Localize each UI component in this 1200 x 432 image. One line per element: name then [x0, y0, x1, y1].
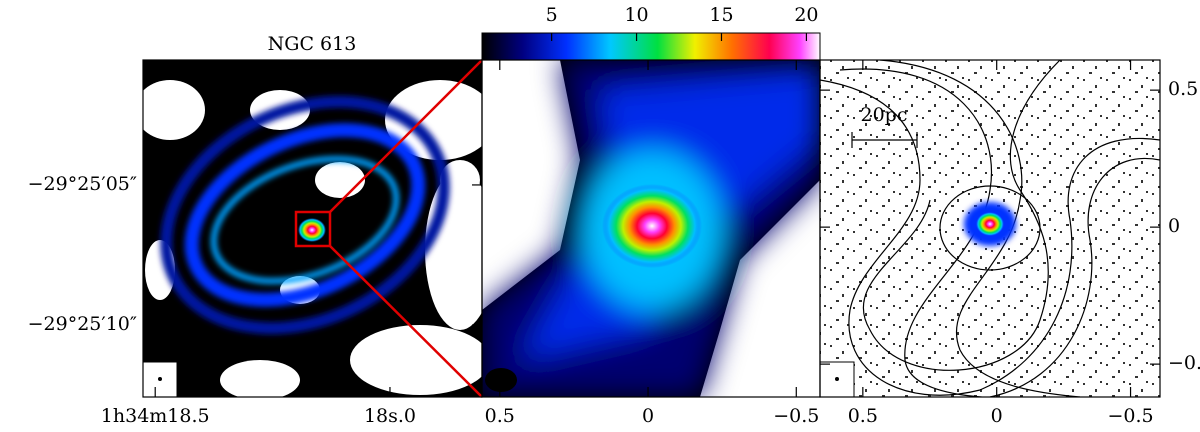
y-tick-label: 0.5 [1168, 78, 1198, 100]
colorbar-tick-label: 10 [624, 4, 648, 26]
zoom-line [329, 59, 483, 213]
x-tick-label: 0 [642, 405, 654, 427]
y-tick-label: −29°25′10″ [28, 313, 137, 335]
y-tick-label: −0.5 [1168, 352, 1200, 374]
panel-frame [819, 59, 1161, 398]
x-tick-label: 18s.0 [364, 405, 416, 427]
colorbar-tick-label: 15 [709, 4, 733, 26]
x-tick-label: 0.5 [485, 405, 515, 427]
panel-1-image [143, 60, 482, 397]
panel-2-image [482, 60, 820, 397]
colorbar [481, 32, 821, 61]
x-tick-label: 0.5 [848, 405, 878, 427]
scale-bar-label: 20pc [861, 104, 908, 126]
x-tick-label: 0 [991, 405, 1003, 427]
x-tick-label: −0.5 [773, 405, 819, 427]
y-tick-label: −29°25′05″ [28, 173, 137, 195]
panel-title: NGC 613 [268, 33, 357, 55]
x-tick-label: 1h34m18.5 [101, 405, 210, 427]
panel-3-image [820, 60, 1160, 397]
y-tick-label: 0 [1168, 215, 1180, 237]
colorbar-tick-label: 20 [794, 4, 818, 26]
colorbar-tick-label: 5 [546, 4, 558, 26]
zoom-box [294, 210, 332, 248]
x-tick-label: −0.5 [1107, 405, 1153, 427]
zoom-line [329, 245, 483, 398]
